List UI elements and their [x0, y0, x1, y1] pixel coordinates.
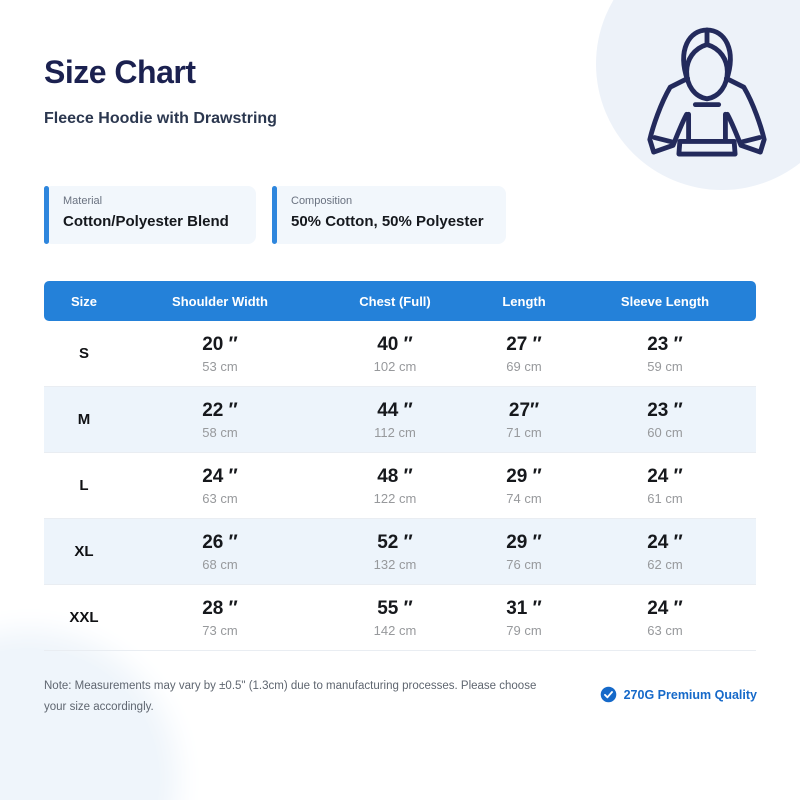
- inches-value: 22 ″: [202, 399, 238, 421]
- size-cell: XL: [74, 543, 94, 560]
- measurement-cell: 48 ″ 122 cm: [316, 466, 474, 506]
- measurement-cell: 24 ″ 63 cm: [574, 598, 756, 638]
- table-row-l: L 24 ″ 63 cm 48 ″ 122 cm 29 ″ 74 cm 24 ″ 61 cm: [44, 453, 756, 519]
- inches-value: 27″: [508, 399, 540, 421]
- measurement-cell: 24 ″ 61 cm: [574, 466, 756, 506]
- inches-value: 23 ″: [647, 399, 683, 421]
- column-header-length: Length: [502, 293, 546, 309]
- inches-value: 52 ″: [377, 531, 413, 553]
- cm-value: 74 cm: [506, 490, 542, 506]
- table-row-s: S 20 ″ 53 cm 40 ″ 102 cm 27 ″ 69 cm 23 ″ 59 cm: [44, 321, 756, 387]
- inches-value: 28 ″: [202, 597, 238, 619]
- cm-value: 76 cm: [506, 556, 542, 572]
- cm-value: 63 cm: [647, 622, 683, 638]
- measurement-cell: 27 ″ 69 cm: [474, 334, 574, 374]
- cm-value: 122 cm: [373, 490, 417, 506]
- inches-value: 24 ″: [647, 597, 683, 619]
- cm-value: 53 cm: [202, 358, 238, 374]
- quality-badge: 270G Premium Quality: [600, 686, 757, 703]
- size-cell: S: [78, 345, 89, 362]
- size-table: Size Shoulder Width Chest (Full) Length Slee…: [44, 281, 756, 651]
- cm-value: 59 cm: [647, 358, 683, 374]
- inches-value: 20 ″: [202, 333, 238, 355]
- cm-value: 63 cm: [202, 490, 238, 506]
- inches-value: 27 ″: [506, 333, 542, 355]
- measurement-cell: 27″ 71 cm: [474, 400, 574, 440]
- measurement-cell: 28 ″ 73 cm: [124, 598, 316, 638]
- cm-value: 132 cm: [373, 556, 417, 572]
- cm-value: 112 cm: [374, 424, 416, 440]
- inches-value: 29 ″: [506, 465, 542, 487]
- cm-value: 142 cm: [373, 622, 417, 638]
- inches-value: 48 ″: [377, 465, 413, 487]
- cm-value: 62 cm: [647, 556, 683, 572]
- inches-value: 24 ″: [202, 465, 238, 487]
- composition-card: Composition 50% Cotton, 50% Polyester: [272, 186, 506, 244]
- measurement-cell: 29 ″ 76 cm: [474, 532, 574, 572]
- measurement-cell: 24 ″ 63 cm: [124, 466, 316, 506]
- measurement-cell: 40 ″ 102 cm: [316, 334, 474, 374]
- size-table-body: S 20 ″ 53 cm 40 ″ 102 cm 27 ″ 69 cm 23 ″ 59 cm M 2…: [44, 321, 756, 651]
- material-card: Material Cotton/Polyester Blend: [44, 186, 256, 244]
- inches-value: 29 ″: [506, 531, 542, 553]
- material-value: Cotton/Polyester Blend: [63, 213, 229, 230]
- inches-value: 31 ″: [506, 597, 542, 619]
- cm-value: 102 cm: [373, 358, 417, 374]
- measurement-cell: 24 ″ 62 cm: [574, 532, 756, 572]
- page-subtitle: Fleece Hoodie with Drawstring: [44, 110, 277, 127]
- cm-value: 58 cm: [202, 424, 238, 440]
- table-row-xl: XL 26 ″ 68 cm 52 ″ 132 cm 29 ″ 76 cm 24 ″ 62 cm: [44, 519, 756, 585]
- measurement-cell: 29 ″ 74 cm: [474, 466, 574, 506]
- cm-value: 79 cm: [506, 622, 542, 638]
- cm-value: 60 cm: [647, 424, 683, 440]
- measurement-cell: 44 ″ 112 cm: [316, 400, 474, 440]
- measurement-cell: 23 ″ 59 cm: [574, 334, 756, 374]
- cm-value: 73 cm: [202, 622, 238, 638]
- size-table-header: Size Shoulder Width Chest (Full) Length Slee…: [44, 281, 756, 321]
- column-header-chest-full: Chest (Full): [359, 293, 431, 309]
- inches-value: 24 ″: [647, 465, 683, 487]
- inches-value: 24 ″: [647, 531, 683, 553]
- hoodie-icon: [647, 27, 767, 157]
- cm-value: 68 cm: [202, 556, 238, 572]
- measurement-cell: 55 ″ 142 cm: [316, 598, 474, 638]
- measurement-cell: 20 ″ 53 cm: [124, 334, 316, 374]
- cm-value: 71 cm: [506, 424, 542, 440]
- column-header-shoulder-width: Shoulder Width: [172, 293, 268, 309]
- inches-value: 40 ″: [377, 333, 413, 355]
- check-badge-icon: [600, 686, 616, 703]
- inches-value: 55 ″: [377, 597, 413, 619]
- page-title: Size Chart: [44, 54, 196, 90]
- size-cell: L: [79, 477, 89, 494]
- size-cell: M: [77, 411, 91, 428]
- composition-value: 50% Cotton, 50% Polyester: [291, 213, 484, 230]
- cm-value: 61 cm: [647, 490, 683, 506]
- material-label: Material: [63, 195, 103, 207]
- table-row-xxl: XXL 28 ″ 73 cm 55 ″ 142 cm 31 ″ 79 cm 24 ″ 63 cm: [44, 585, 756, 651]
- table-row-m: M 22 ″ 58 cm 44 ″ 112 cm 27″ 71 cm 23 ″ 60 cm: [44, 387, 756, 453]
- measurement-cell: 52 ″ 132 cm: [316, 532, 474, 572]
- inches-value: 44 ″: [377, 399, 413, 421]
- info-cards: Material Cotton/Polyester Blend Composit…: [44, 186, 506, 244]
- measurement-cell: 26 ″ 68 cm: [124, 532, 316, 572]
- inches-value: 26 ″: [202, 531, 238, 553]
- column-header-size: Size: [70, 293, 97, 309]
- composition-label: Composition: [291, 195, 353, 207]
- cm-value: 69 cm: [506, 358, 542, 374]
- measurement-cell: 31 ″ 79 cm: [474, 598, 574, 638]
- measurement-cell: 23 ″ 60 cm: [574, 400, 756, 440]
- column-header-sleeve-length: Sleeve Length: [620, 293, 710, 309]
- size-cell: XXL: [69, 609, 99, 626]
- inches-value: 23 ″: [647, 333, 683, 355]
- measurement-note: Note: Measurements may vary by ±0.5" (1.…: [44, 680, 537, 713]
- measurement-cell: 22 ″ 58 cm: [124, 400, 316, 440]
- quality-badge-label: 270G Premium Quality: [623, 687, 757, 702]
- decorative-circle-bottom-left: [0, 648, 160, 800]
